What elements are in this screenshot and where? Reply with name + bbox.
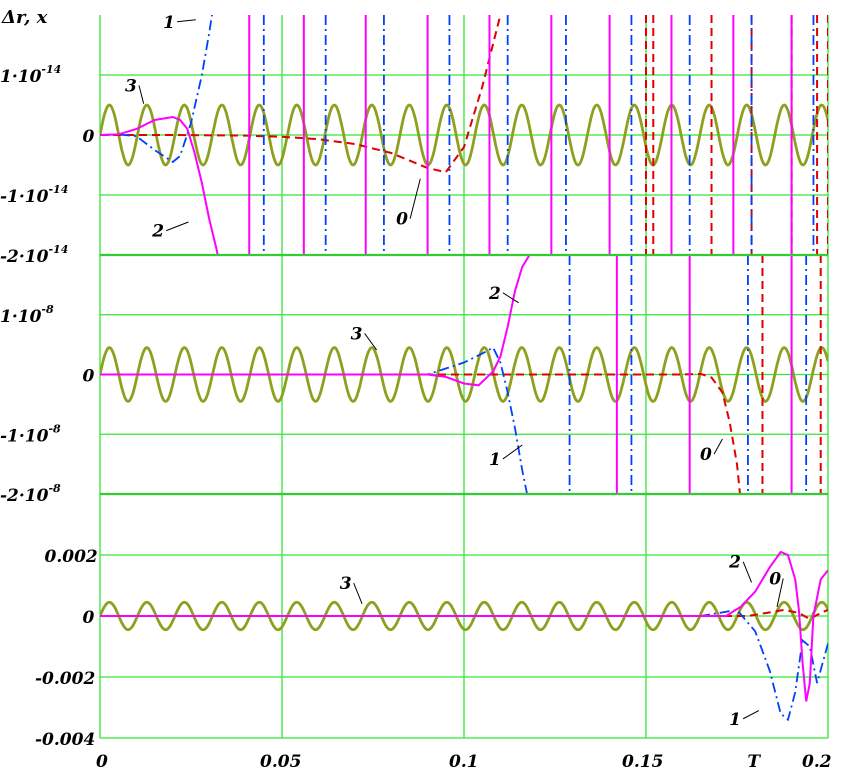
curve-label-2: 2 [151,222,164,242]
y-tick-mantissa: 0 [83,127,95,147]
curve-label-leader [776,578,784,607]
curve-label-leader [364,333,378,351]
y-tick-label: -0.002 [35,669,95,689]
y-tick-label: -2·10-8 [0,482,61,506]
curve-label-leader [713,438,723,455]
series-3-line [100,103,828,167]
series-0-line [100,608,828,621]
x-tick-label: 0.2 [802,752,832,772]
curve-label-1: 1 [489,450,501,470]
y-tick-mantissa: -0.004 [35,730,95,750]
y-tick-mantissa: -2·10 [0,247,49,267]
series-3-line [100,600,828,632]
y-axis-title: Δr, x [1,7,48,28]
series-3-line [100,346,828,403]
series-0-line [100,372,742,494]
series-2-line [100,255,532,387]
curve-label-1: 1 [729,710,741,730]
x-tick-label: 0.05 [260,752,301,772]
curve-label-3: 3 [125,76,137,96]
y-tick-exponent: -14 [48,243,68,256]
y-tick-exponent: -8 [48,422,61,435]
series-1-line [100,15,213,164]
curve-label-leader [353,582,363,604]
series-2-line [100,115,219,255]
curve-label-leader [138,85,145,104]
y-tick-mantissa: -1·10 [0,426,49,446]
curve-label-leader [742,561,753,583]
y-tick-mantissa: -2·10 [0,486,49,506]
y-tick-label: 0 [83,608,95,628]
panel-curves [100,255,828,494]
y-tick-exponent: -14 [48,183,68,196]
panel-bottom: 3 2 0 1 0.002 0 -0.002 -0.004 [35,493,828,750]
y-tick-label: -1·10-8 [0,422,61,446]
series-1-line [100,346,528,494]
series-2-line [100,550,828,702]
x-tick-label: 0 [96,752,108,772]
panel-middle: 321 01·10-80-1·10-8-2·10-8 [0,254,828,506]
y-tick-mantissa: 0 [83,608,95,628]
x-tick-label: 0.15 [622,752,663,772]
series-0-line [100,15,502,174]
curve-label-leader [502,292,519,304]
curve-label-leader [409,178,421,219]
curve-label-2: 2 [728,553,741,573]
y-tick-exponent: -14 [41,63,61,76]
y-tick-label: 0.002 [45,547,98,567]
panel-curves [100,15,828,255]
y-tick-exponent: -8 [41,303,54,316]
curve-label-leader [742,710,760,720]
y-tick-label: 1·10-8 [0,303,54,327]
y-tick-label: -1·10-14 [0,183,68,207]
curve-label-leader [166,221,189,232]
curve-label-3: 3 [351,324,363,344]
y-tick-label: -0.004 [35,730,95,750]
y-tick-label: 1·10-14 [0,63,61,87]
curve-label-leader [177,19,196,23]
x-tick-label: 0.1 [449,752,479,772]
curve-label-0: 0 [396,210,408,230]
curve-label-leader [502,444,523,460]
y-tick-mantissa: -0.002 [35,669,95,689]
y-tick-mantissa: 1·10 [0,67,42,87]
y-tick-mantissa: -1·10 [0,187,49,207]
y-tick-label: 0 [83,367,95,387]
curve-label-2: 2 [488,284,501,304]
x-tick-label: T [747,752,761,772]
curve-label-3: 3 [340,574,352,594]
y-tick-mantissa: 1·10 [0,307,42,327]
y-tick-mantissa: 0 [83,367,95,387]
y-tick-exponent: -8 [48,482,61,495]
curve-label-1: 1 [163,13,175,33]
y-tick-mantissa: 0.002 [45,547,98,567]
y-tick-label: -2·10-14 [0,243,68,267]
y-tick-label: 0 [83,127,95,147]
curve-label-0: 0 [700,445,712,465]
panel-curves [100,550,828,722]
curve-label-0: 0 [769,569,781,589]
